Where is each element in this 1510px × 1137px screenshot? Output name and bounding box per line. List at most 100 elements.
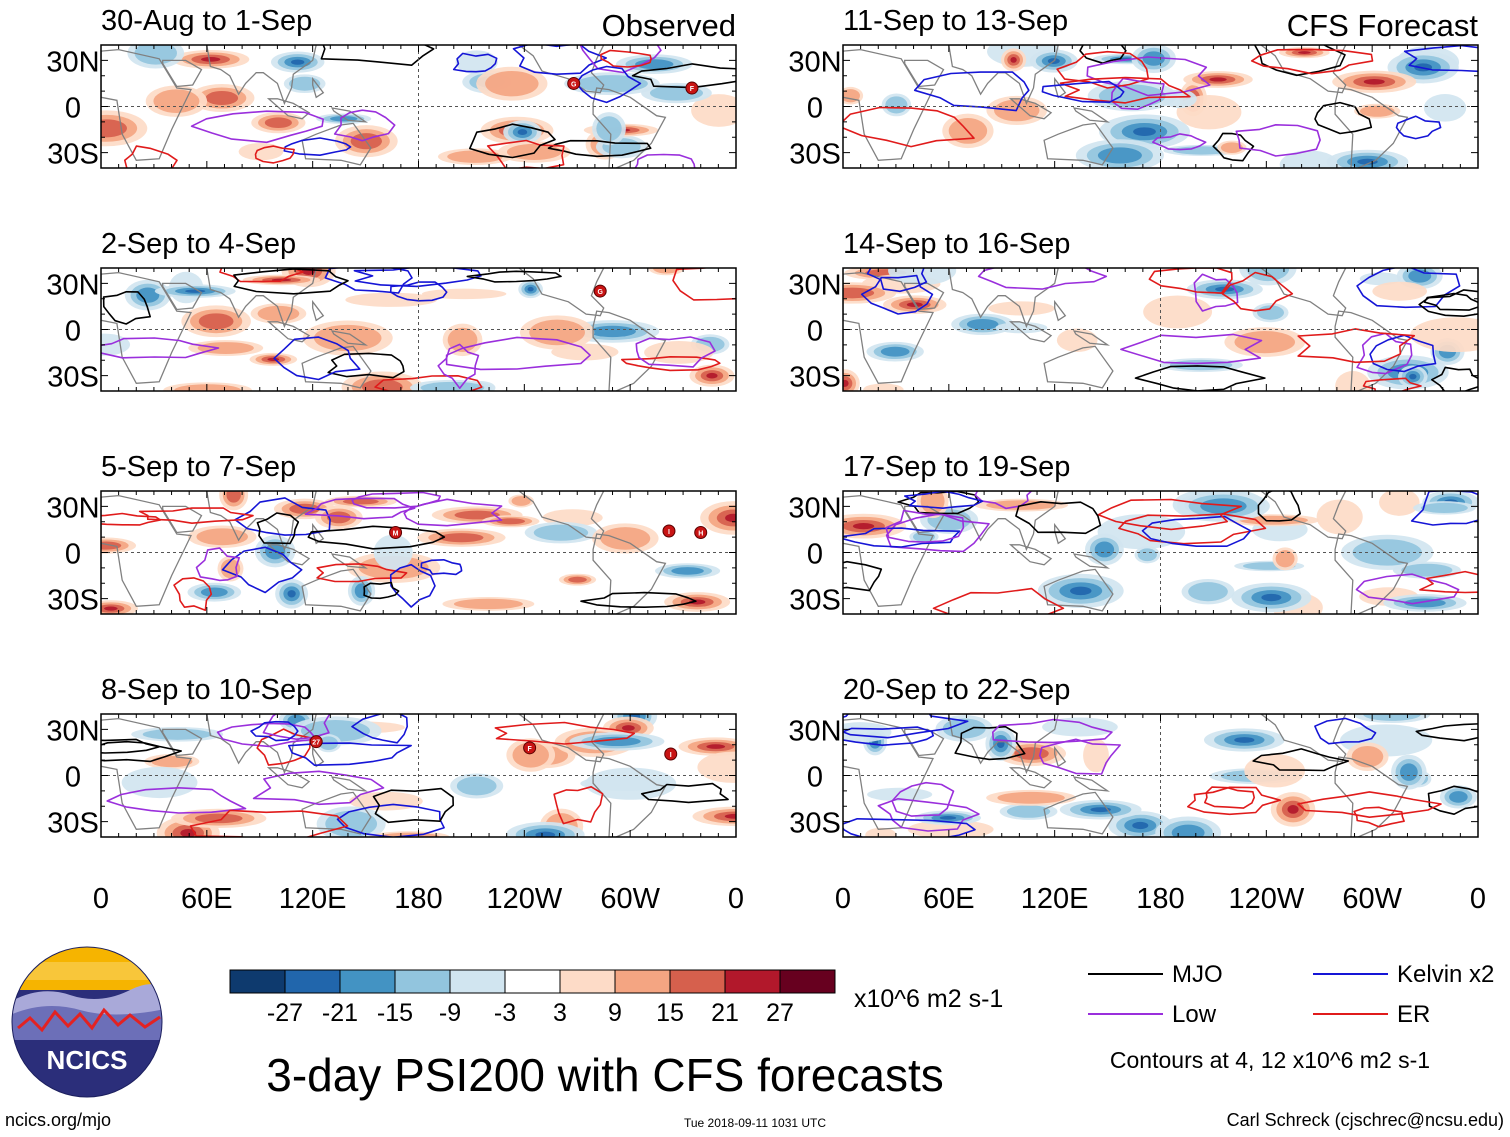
colorbar-swatch	[449, 969, 506, 994]
legend-entry: Kelvin x2	[1313, 961, 1494, 988]
legend-entry: Low	[1088, 1001, 1217, 1028]
coastlines	[843, 714, 1409, 837]
x-tick-label: 60E	[923, 883, 975, 915]
legend-label: MJO	[1172, 961, 1223, 988]
panel-title: 30-Aug to 1-Sep	[101, 5, 312, 37]
coastlines	[843, 491, 1409, 614]
storm-label: H	[698, 531, 703, 538]
colorbar-units: x10^6 m2 s-1	[854, 985, 1003, 1013]
x-tick-label: 120W	[486, 883, 562, 915]
colorbar-label: 9	[608, 999, 622, 1027]
panel-title: 2-Sep to 4-Sep	[101, 228, 296, 260]
storm-label: F	[527, 746, 532, 753]
coastlines	[101, 268, 667, 391]
panel-4: 27 F I 30N 0 30S 8-Sep to 10-Sep	[46, 674, 737, 840]
legend: MJO Kelvin x2 Low ER	[1088, 961, 1494, 1028]
y-tick-label: 0	[65, 539, 81, 571]
colorbar-swatch	[394, 969, 451, 994]
legend-entry: MJO	[1088, 961, 1223, 988]
psi-anomaly-shading	[843, 714, 1477, 837]
legend-label: Low	[1172, 1001, 1217, 1028]
panel-7: 30N 0 30S 17-Sep to 19-Sep	[788, 451, 1479, 617]
wave-contours	[843, 714, 1478, 837]
y-tick-label: 0	[65, 316, 81, 348]
legend-label: ER	[1397, 1001, 1430, 1028]
y-tick-label: 30N	[788, 492, 841, 524]
colorbar-label: -27	[267, 999, 303, 1027]
x-tick-label: 0	[728, 883, 744, 915]
y-tick-label: 30S	[789, 362, 841, 394]
colorbar-swatch	[614, 969, 671, 994]
wave-contours	[101, 714, 729, 837]
colorbar-swatch	[339, 969, 396, 994]
colorbar-label: -21	[322, 999, 358, 1027]
storm-label: G	[571, 81, 577, 88]
legend-entry: ER	[1313, 1001, 1430, 1028]
y-tick-label: 30S	[789, 139, 841, 171]
colorbar-label: -9	[439, 999, 461, 1027]
wave-contours	[101, 491, 697, 612]
x-tick-label: 120E	[1021, 883, 1089, 915]
panel-8: 30N 0 30S 20-Sep to 22-Sep	[788, 674, 1479, 840]
storm-label: 27	[312, 740, 320, 747]
colorbar-label: 15	[656, 999, 684, 1027]
y-tick-label: 30N	[46, 46, 99, 78]
y-tick-label: 30N	[788, 46, 841, 78]
storm-marker: G	[567, 76, 581, 90]
x-tick-label: 0	[93, 883, 109, 915]
storm-label: I	[670, 752, 672, 759]
x-tick-label: 120E	[279, 883, 347, 915]
y-tick-label: 30N	[46, 492, 99, 524]
wave-contours	[860, 268, 1478, 391]
panel-title: 11-Sep to 13-Sep	[843, 5, 1068, 37]
colorbar-label: -3	[494, 999, 516, 1027]
storm-marker: H	[694, 526, 708, 540]
storm-marker: F	[523, 741, 537, 755]
x-tick-label: 180	[394, 883, 442, 915]
y-tick-label: 0	[807, 316, 823, 348]
logo-text: NCICS	[47, 1045, 128, 1075]
storm-marker: I	[662, 524, 676, 538]
panel-title: 8-Sep to 10-Sep	[101, 674, 312, 706]
observed-header: Observed	[602, 8, 736, 43]
x-tick-label: 60W	[1342, 883, 1402, 915]
colorbar-swatch	[724, 969, 781, 994]
y-tick-label: 30N	[46, 269, 99, 301]
colorbar-swatch	[779, 969, 836, 994]
psi-anomaly-shading	[101, 491, 736, 614]
coastlines	[843, 45, 1409, 168]
panel-title: 14-Sep to 16-Sep	[843, 228, 1070, 260]
y-tick-label: 30S	[47, 585, 99, 617]
colorbar-swatch	[229, 969, 286, 994]
colorbar-label: -15	[377, 999, 413, 1027]
coastlines	[101, 714, 667, 837]
wave-contours	[101, 268, 736, 391]
coastlines	[843, 268, 1409, 391]
panel-title: 20-Sep to 22-Sep	[843, 674, 1070, 706]
storm-marker: F	[685, 81, 699, 95]
colorbar-label: 3	[553, 999, 567, 1027]
coastlines	[101, 45, 667, 168]
panel-title: 5-Sep to 7-Sep	[101, 451, 296, 483]
colorbar: -27 -21 -15 -9 -3 3 9 15 21 27	[229, 969, 836, 1027]
storm-label: M	[393, 531, 399, 538]
wave-contours	[843, 45, 1478, 162]
x-tick-label: 0	[1470, 883, 1486, 915]
panel-1: G F 30N 0 30S 30-Aug to 1-Sep	[46, 5, 737, 171]
x-tick-label: 120W	[1228, 883, 1304, 915]
y-tick-label: 30S	[47, 808, 99, 840]
y-tick-label: 30S	[789, 585, 841, 617]
colorbar-swatch	[559, 969, 616, 994]
panel-5: 30N 0 30S 11-Sep to 13-Sep	[788, 5, 1479, 171]
footer-timestamp: Tue 2018-09-11 1031 UTC	[684, 1116, 826, 1130]
y-tick-label: 30S	[47, 139, 99, 171]
legend-label: Kelvin x2	[1397, 961, 1494, 988]
panel-2: G 30N 0 30S 2-Sep to 4-Sep	[46, 228, 737, 394]
ncics-logo: NCICS	[11, 946, 163, 1098]
storm-label: G	[597, 289, 603, 296]
x-tick-label: 60E	[181, 883, 233, 915]
x-tick-label: 180	[1136, 883, 1184, 915]
figure-title: 3-day PSI200 with CFS forecasts	[266, 1049, 944, 1101]
y-tick-label: 30N	[788, 269, 841, 301]
